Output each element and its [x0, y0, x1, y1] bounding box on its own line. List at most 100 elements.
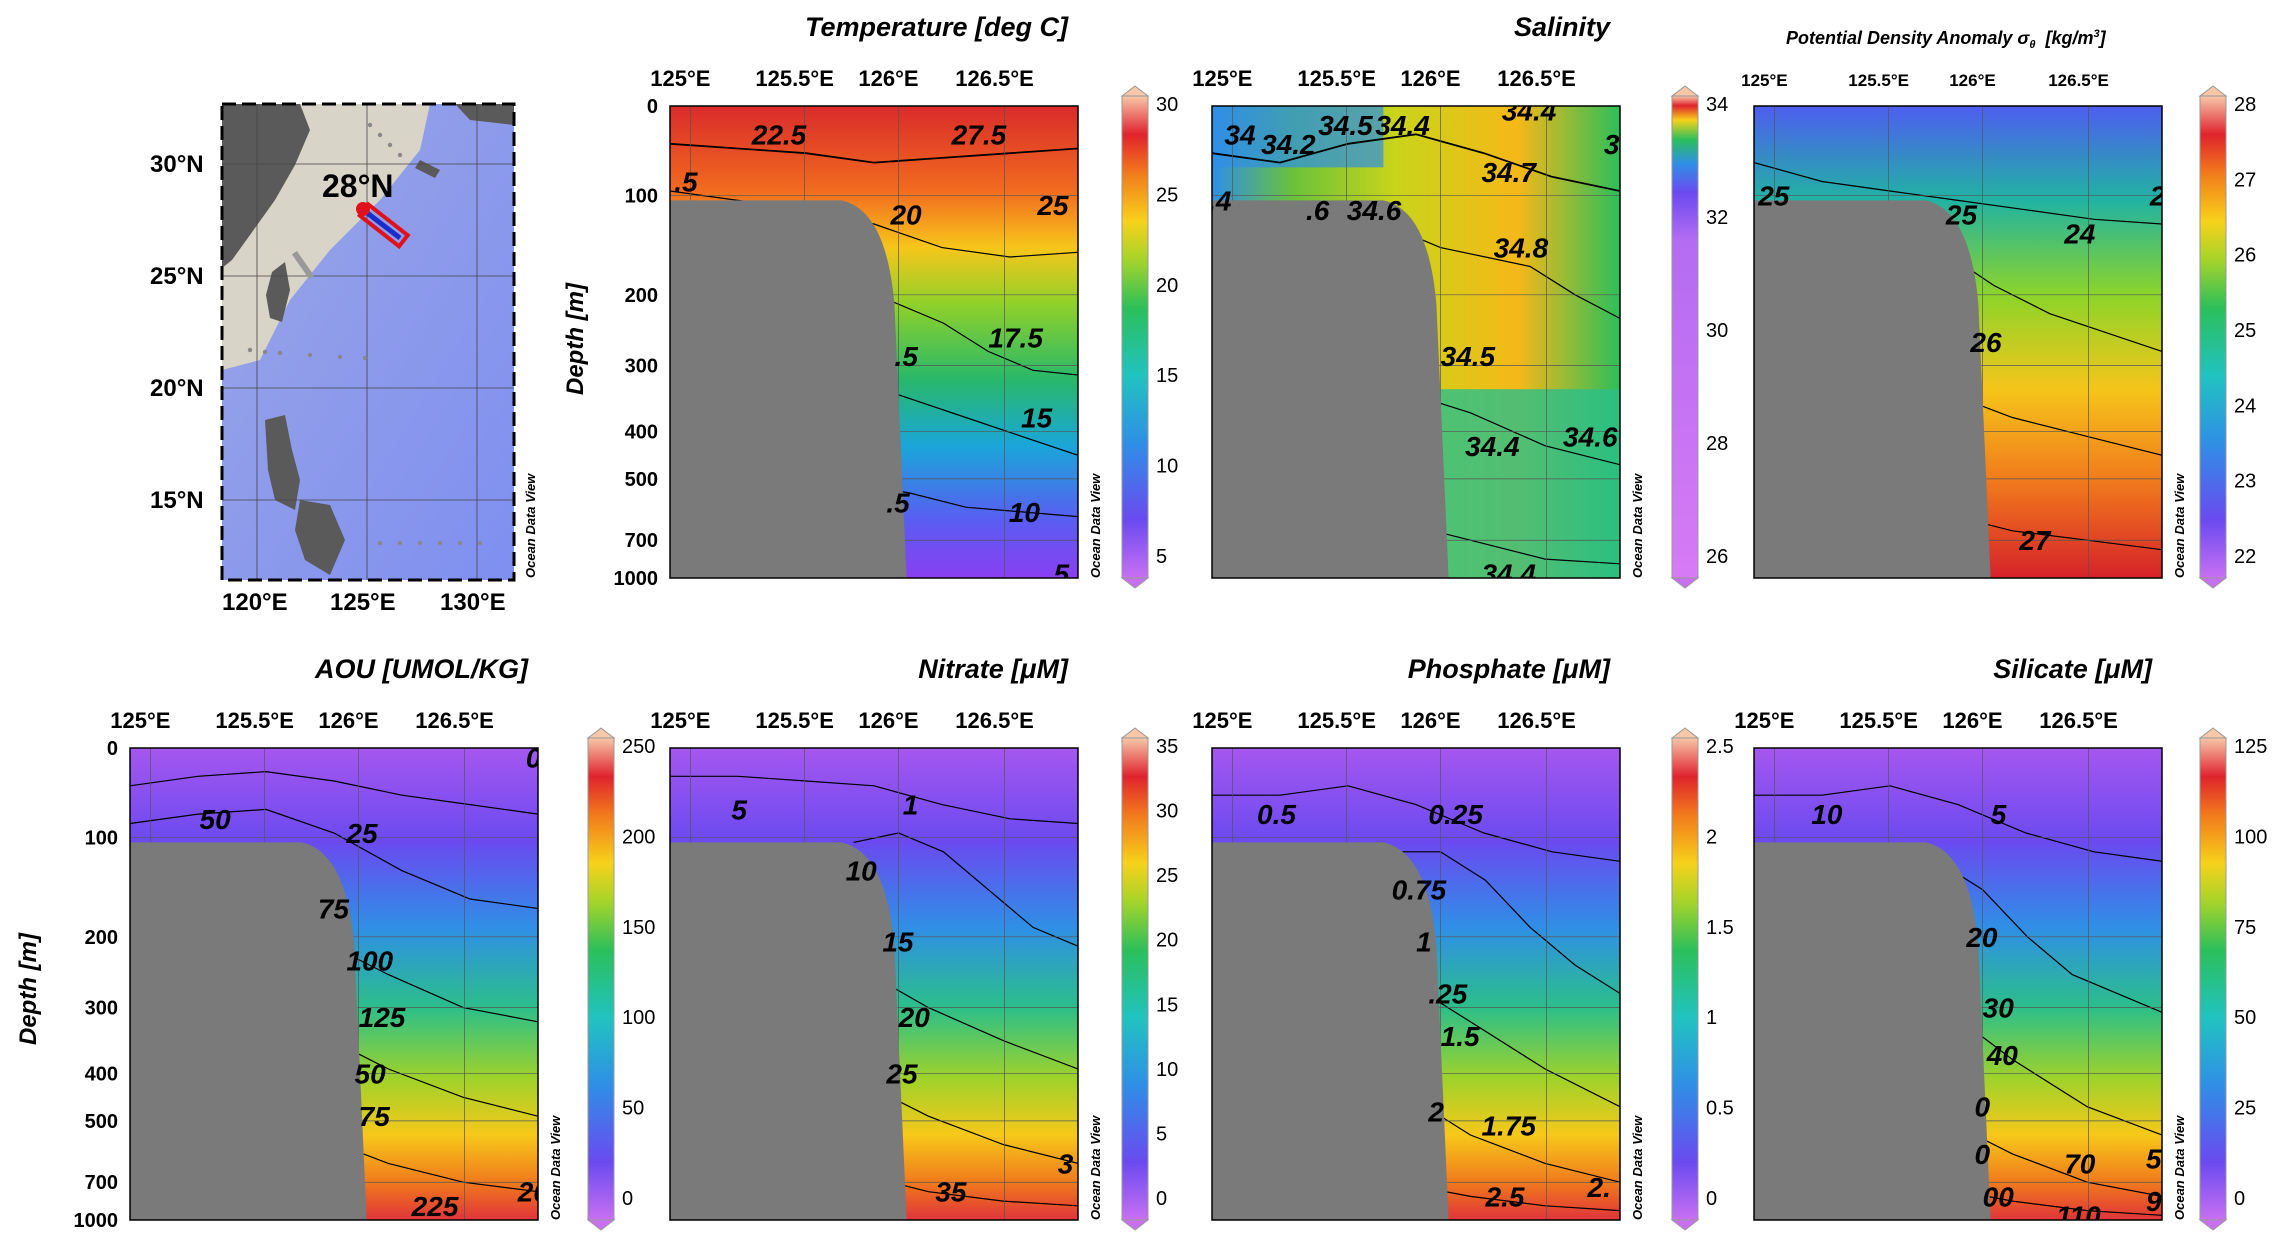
- colorbar-tick-label: 30: [1706, 320, 1728, 342]
- colorbar-tick-label: 0.5: [1706, 1098, 1734, 1120]
- panel-title: Phosphate [μM]: [1408, 654, 1611, 684]
- map-lat-tick: 30°N: [150, 151, 204, 178]
- lon-tick-label: 125°E: [650, 708, 710, 733]
- contour-line: [853, 832, 1078, 947]
- seafloor-topography: [1754, 200, 1991, 578]
- contour-label: 34.2: [1261, 129, 1316, 160]
- map-grid: [222, 104, 514, 580]
- lon-tick-label: 126°E: [1400, 66, 1460, 91]
- plot-area: 50 25 0 75 100 125 50 75 225 20: [130, 748, 550, 1220]
- colorbar-cap: [1670, 1219, 1700, 1231]
- lon-tick-label: 125.5°E: [755, 708, 834, 733]
- colorbar-cap: [1120, 1219, 1150, 1231]
- lon-tick-label: 126°E: [318, 708, 378, 733]
- map-lat-tick: 20°N: [150, 375, 204, 402]
- panel-frame: [1211, 747, 1621, 1221]
- contour-label: 70: [2064, 1148, 2096, 1179]
- map-land-ryukyu: [415, 160, 440, 178]
- lon-tick-label: 126°E: [1400, 708, 1460, 733]
- contour-label: .5: [886, 487, 910, 518]
- colorbar-tick-label: 30: [1156, 801, 1178, 823]
- contour-label: 0.25: [1428, 799, 1483, 830]
- colorbar-tick-label: 125: [2234, 736, 2267, 758]
- panel-title: AOU [UMOL/KG]: [314, 654, 529, 684]
- colorbar-tick-label: 30: [1156, 94, 1178, 116]
- contour-label: 5: [1054, 558, 1070, 589]
- lon-tick-label: 125°E: [1192, 66, 1252, 91]
- map-land-korea: [455, 104, 514, 125]
- deep-water: [1436, 389, 1620, 578]
- contour-label: 5: [1991, 799, 2007, 830]
- contour-line: [1937, 860, 2162, 1013]
- contour-label: 25: [1757, 181, 1790, 212]
- seafloor-topography: [670, 842, 907, 1220]
- contour-label: 10: [846, 856, 878, 887]
- contour-label: 25: [345, 818, 378, 849]
- depth-tick-label: 500: [625, 469, 658, 491]
- contour-label: 10: [1811, 799, 1843, 830]
- colorbar-tick-label: 25: [1156, 865, 1178, 887]
- contour-label: 20: [889, 200, 922, 231]
- contour-label: 9: [2146, 1186, 2162, 1217]
- odv-watermark: Ocean Data View: [2172, 1115, 2187, 1220]
- colorbar-tick-label: 24: [2234, 395, 2256, 417]
- odv-watermark: Ocean Data View: [1088, 473, 1103, 578]
- colorbar-tick-label: 23: [2234, 471, 2256, 493]
- colorbar-tick-label: 0: [622, 1188, 633, 1210]
- panel-frame: [1753, 105, 2163, 579]
- contour-label: 5: [731, 794, 747, 825]
- section-label: 28°N: [322, 168, 394, 204]
- contour-label: 5: [2146, 1144, 2162, 1175]
- contour-label: 2.5: [1485, 1181, 1525, 1212]
- colorbar-tick-label: 27: [2234, 169, 2256, 191]
- map-lat-tick: 25°N: [150, 263, 204, 290]
- panel-frame: [669, 747, 1079, 1221]
- contour-label: 1: [1416, 927, 1432, 958]
- colorbar-cap: [586, 1219, 616, 1231]
- contour-label: .25: [1428, 978, 1467, 1009]
- contour-label: .6: [1306, 195, 1330, 226]
- depth-tick-label: 300: [625, 356, 658, 378]
- seafloor-topography: [1212, 200, 1449, 578]
- contour-label: 34.4: [1481, 558, 1536, 589]
- map-land-china: [222, 104, 310, 268]
- lon-tick-label: 125°E: [1192, 708, 1252, 733]
- contour-label: 34.6: [1563, 421, 1618, 452]
- panel-frame: [669, 105, 1079, 579]
- contour-line: [1395, 228, 1620, 319]
- colorbar-tick-label: 1.5: [1706, 917, 1734, 939]
- lon-tick-label: 125.5°E: [1848, 71, 1909, 90]
- panel-title: Salinity: [1514, 12, 1612, 42]
- contour-label: .4: [1208, 185, 1232, 216]
- panel-title: Silicate [μM]: [1993, 654, 2153, 684]
- odv-watermark: Ocean Data View: [1630, 1115, 1645, 1220]
- contour-label: 50: [200, 804, 232, 835]
- map-lat-ticks: 30°N 25°N 20°N 15°N: [150, 151, 204, 514]
- colorbar-tick-label: 25: [2234, 1098, 2256, 1120]
- plot-area: 25 25 24 2 26 27: [1754, 106, 2162, 578]
- contour-label: 2.: [1587, 1172, 1611, 1203]
- colorbar: [2199, 95, 2227, 579]
- lon-tick-label: 125.5°E: [1297, 66, 1376, 91]
- depth-tick-label: 1000: [614, 568, 659, 590]
- contour-line: [670, 775, 1078, 825]
- contour-label: 110: [2056, 1200, 2101, 1231]
- colorbar-tick-label: 26: [2234, 245, 2256, 267]
- contour-label: 1: [903, 790, 919, 821]
- panel-title: Potential Density Anomaly σθ [kg/m3]: [1786, 28, 2107, 51]
- contour-label: 17.5: [988, 322, 1043, 353]
- contour-line: [1212, 133, 1620, 192]
- panel-nitrate: 5 1 10 15 20 25 35 3 Nitrate [μM] 125°E 125.5°E 126…: [650, 654, 1178, 1231]
- contour-label: 20: [517, 1177, 550, 1208]
- depth-tick-label: 0: [107, 738, 118, 760]
- contour-label: 27: [2018, 525, 2052, 556]
- contour-label: 34: [1224, 119, 1256, 150]
- map-land-philippines: [295, 500, 345, 575]
- colorbar-cap: [1120, 85, 1150, 97]
- panel-temperature: 22.5 27.5 25 .5 20 17.5 .5 15 .5 10 5 Temperature […: [614, 12, 1179, 590]
- colorbar-tick-label: 75: [2234, 917, 2256, 939]
- colorbar-tick-label: 100: [622, 1007, 655, 1029]
- lon-tick-label: 125.5°E: [755, 66, 834, 91]
- panel-title: Nitrate [μM]: [918, 654, 1069, 684]
